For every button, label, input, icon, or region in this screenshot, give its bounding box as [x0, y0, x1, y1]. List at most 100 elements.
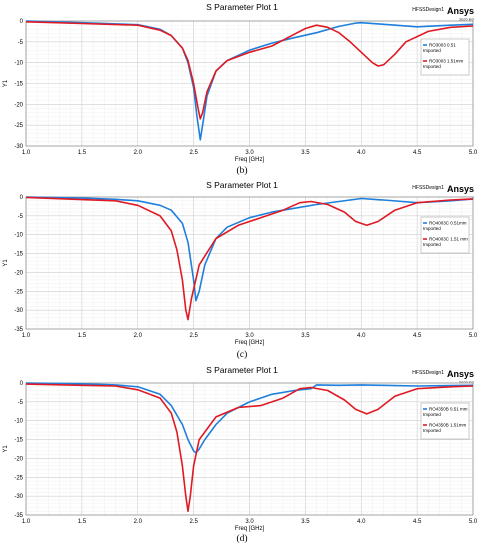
figure-caption: (d) [236, 534, 248, 544]
x-tick-label: 2.0 [134, 150, 143, 156]
x-tick-label: 5.0 [469, 333, 478, 339]
y-tick-label: -30 [14, 308, 23, 314]
x-tick-label: 3.5 [301, 150, 310, 156]
x-tick-label: 2.5 [189, 519, 198, 525]
y-tick-label: -5 [18, 214, 24, 220]
chart-svg: 1.0 1.5 2.0 2.5 3.0 3.5 4.0 4.5 5.0 0 -5 -10 -15 -20 -… [3, 19, 478, 163]
legend-series-name: RO4350B 1.51mm [429, 423, 467, 428]
x-axis-label: Freq [GHz] [235, 526, 265, 532]
x-tick-label: 1.5 [78, 333, 87, 339]
legend-box [420, 38, 470, 76]
legend-series-note: Imported [423, 64, 441, 69]
x-tick-label: 3.5 [301, 519, 310, 525]
y-tick-label: -20 [14, 270, 23, 276]
design-name: HFSSDesign1 [412, 185, 444, 191]
x-tick-label: 2.0 [134, 333, 143, 339]
y-tick-label: -25 [14, 475, 23, 481]
x-tick-label: 4.5 [413, 519, 422, 525]
y-tick-label: -10 [14, 61, 23, 67]
x-tick-label: 4.5 [413, 150, 422, 156]
plot-frame [25, 382, 474, 516]
x-axis-label: Freq [GHz] [235, 340, 265, 346]
legend-box [420, 402, 470, 440]
legend-box [420, 216, 470, 254]
x-tick-label: 3.0 [245, 150, 254, 156]
x-tick-label: 4.0 [357, 333, 366, 339]
y-axis-label: Y1 [3, 445, 9, 453]
legend-series-name: RO4003C 0.51mm [429, 221, 467, 226]
y-tick-label: -35 [14, 327, 23, 333]
design-name: HFSSDesign1 [412, 7, 444, 13]
chart-title: S Parameter Plot 1 [206, 365, 278, 375]
legend-series-note: Imported [423, 428, 441, 433]
y-tick-label: -30 [14, 494, 23, 500]
chart-panel-b: S Parameter Plot 1 HFSSDesign1 Ansys 2022… [0, 0, 484, 184]
y-tick-label: 0 [20, 195, 24, 201]
y-axis-label: Y1 [3, 79, 9, 87]
plot-frame [25, 20, 474, 147]
legend-series-note: Imported [423, 242, 441, 247]
y-tick-label: 0 [20, 19, 24, 25]
y-tick-label: -10 [14, 419, 23, 425]
y-tick-label: -15 [14, 252, 23, 258]
x-tick-label: 1.0 [22, 150, 31, 156]
legend-series-name: RO3003 1.51mm [429, 59, 464, 64]
y-tick-label: -5 [18, 400, 24, 406]
legend-series-name: RO4003C 1.51 mm [429, 237, 468, 242]
x-tick-label: 1.5 [78, 150, 87, 156]
x-tick-label: 3.0 [245, 333, 254, 339]
y-tick-label: -15 [14, 82, 23, 88]
y-tick-label: -15 [14, 438, 23, 444]
plot-frame [25, 196, 474, 330]
chart-svg: 1.0 1.5 2.0 2.5 3.0 3.5 4.0 4.5 5.0 0 -5 -10 -15 -20 -… [3, 195, 478, 346]
y-tick-label: 0 [20, 381, 24, 387]
y-tick-label: -25 [14, 289, 23, 295]
ansys-logo: Ansys [446, 6, 474, 16]
ansys-logo: Ansys [446, 184, 474, 194]
chart-title: S Parameter Plot 1 [206, 2, 278, 12]
x-tick-label: 4.5 [413, 333, 422, 339]
x-tick-label: 3.0 [245, 519, 254, 525]
series-line-1 [25, 196, 474, 302]
x-axis-label: Freq [GHz] [235, 157, 265, 163]
y-tick-label: -30 [14, 144, 23, 150]
x-tick-label: 5.0 [469, 150, 478, 156]
x-tick-label: 2.5 [189, 150, 198, 156]
y-axis-label: Y1 [3, 259, 9, 267]
y-tick-label: -20 [14, 456, 23, 462]
legend-series-note: Imported [423, 412, 441, 417]
x-tick-label: 1.5 [78, 519, 87, 525]
legend-series-note: Imported [423, 226, 441, 231]
y-tick-label: -20 [14, 102, 23, 108]
chart-svg: 1.0 1.5 2.0 2.5 3.0 3.5 4.0 4.5 5.0 0 -5 -10 -15 -20 -… [3, 381, 478, 532]
x-tick-label: 1.0 [22, 519, 31, 525]
figure-caption: (c) [236, 350, 248, 360]
series-line-2 [25, 196, 474, 321]
ansys-logo: Ansys [446, 369, 474, 379]
chart-panel-d: S Parameter Plot 1 HFSSDesign1 Ansys 2022… [0, 363, 484, 547]
x-tick-label: 2.5 [189, 333, 198, 339]
series-line-2 [25, 383, 474, 512]
x-tick-label: 3.5 [301, 333, 310, 339]
figure-caption: (b) [236, 166, 248, 176]
y-tick-label: -10 [14, 233, 23, 239]
version-label: 2022 R2 [458, 17, 474, 22]
y-tick-label: -35 [14, 513, 23, 519]
x-tick-label: 4.0 [357, 150, 366, 156]
series-line-2 [25, 21, 474, 120]
x-tick-label: 1.0 [22, 333, 31, 339]
series-line-1 [25, 382, 474, 454]
y-tick-label: -5 [18, 40, 24, 46]
legend-series-name: RO4350B 0.51 mm [429, 407, 468, 412]
legend-series-name: RO3003 0.51 [429, 43, 456, 48]
version-label: 2022 R2 [458, 380, 474, 385]
x-tick-label: 4.0 [357, 519, 366, 525]
y-tick-label: -25 [14, 123, 23, 129]
design-name: HFSSDesign1 [412, 370, 444, 376]
